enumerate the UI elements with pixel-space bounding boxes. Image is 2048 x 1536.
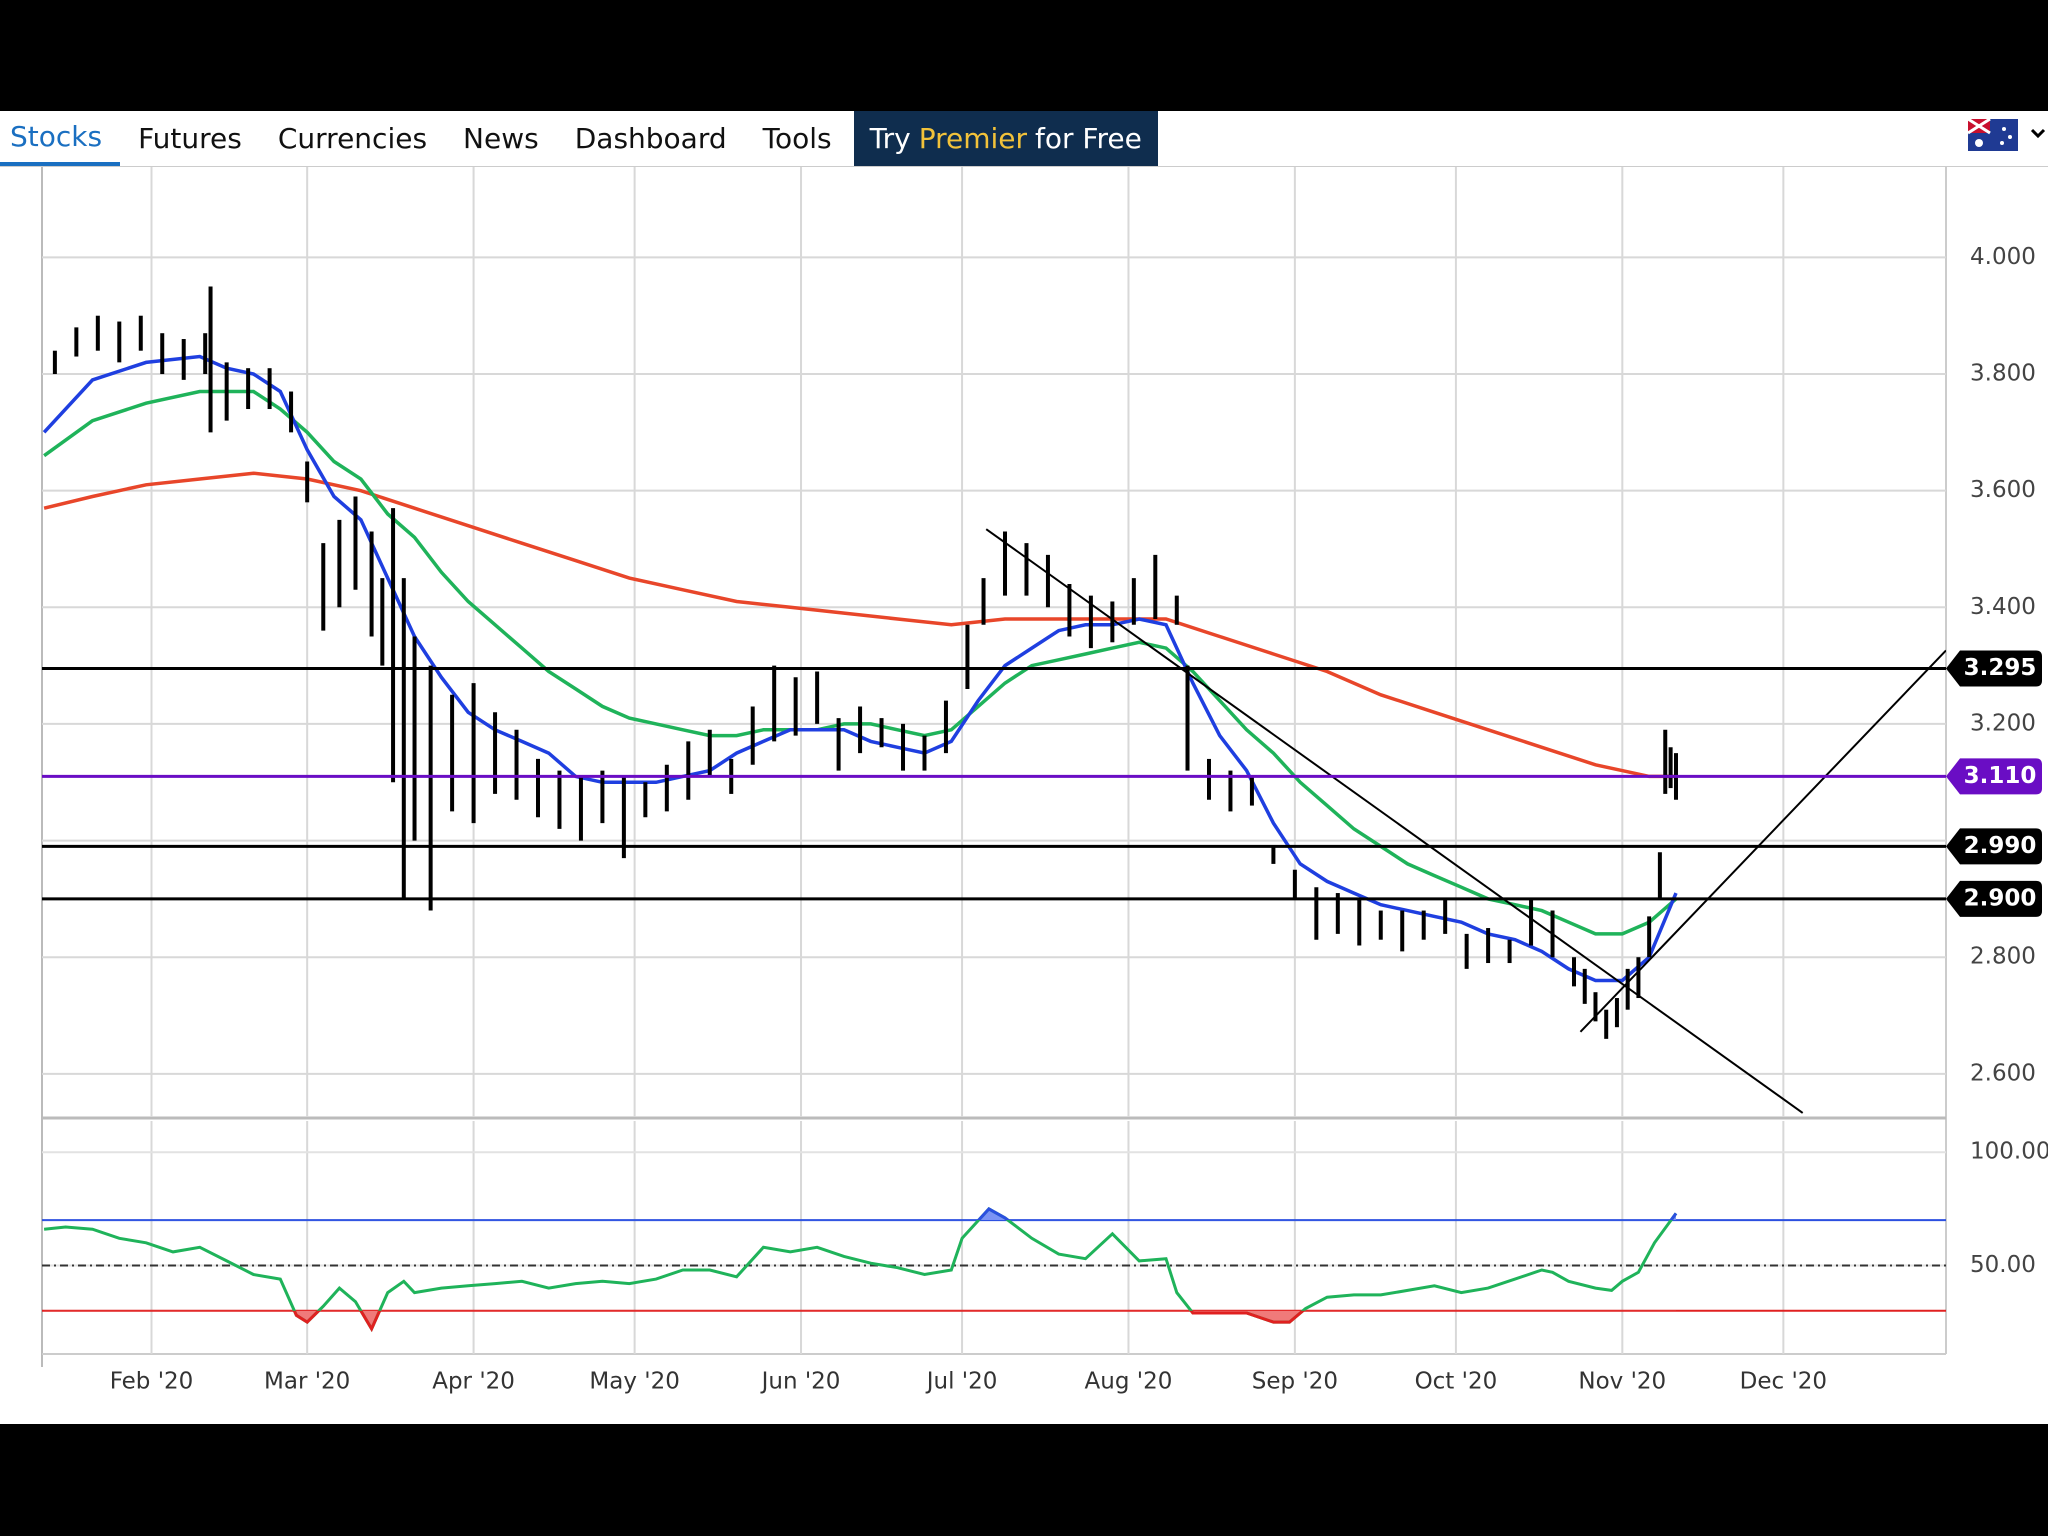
moving-average-line <box>43 471 1676 779</box>
nav-item[interactable]: News <box>463 122 539 155</box>
x-tick-label: Dec '20 <box>1740 1369 1827 1395</box>
x-tick-label: Apr '20 <box>432 1369 515 1395</box>
y-tick-label: 3.400 <box>1970 594 2036 620</box>
bottom-bar <box>0 1424 2048 1536</box>
y-tick-label: 3.800 <box>1970 361 2036 387</box>
x-tick-label: Aug '20 <box>1085 1369 1173 1395</box>
status-bar <box>0 0 2048 111</box>
y-tick-label: 100.00 <box>1970 1139 2048 1165</box>
trend-line <box>985 528 1804 1114</box>
y-tick-label: 3.600 <box>1970 477 2036 503</box>
price-level-tag <box>1946 880 2042 917</box>
trend-line <box>1579 649 1946 1033</box>
nav-bar: Stocks Futures Currencies News Dashboard Tool… <box>0 111 2048 167</box>
price-level-label: 2.990 <box>1964 833 2037 859</box>
plot-area <box>42 286 1946 1114</box>
price-level-tag <box>1946 650 2042 687</box>
flag-icon <box>1967 117 2012 147</box>
y-tick-label: 3.200 <box>1970 710 2036 736</box>
nav-item[interactable]: Tools <box>762 122 832 155</box>
y-tick-label: 50.00 <box>1970 1252 2036 1278</box>
region-flag[interactable] <box>1967 117 2018 151</box>
price-level-label: 3.110 <box>1964 763 2037 789</box>
chart: Feb '20 Mar '20 Apr '20 May '20 Jun '20 Jul '… <box>41 167 2048 1395</box>
x-tick-label: Sep '20 <box>1252 1369 1338 1395</box>
price-level-tag <box>1946 758 2042 795</box>
premier-text: Try <box>869 122 911 155</box>
x-tick-label: Nov '20 <box>1578 1369 1666 1395</box>
premier-text: for Free <box>1035 122 1142 155</box>
nav-item[interactable]: Dashboard <box>574 122 727 155</box>
y-tick-label: 2.600 <box>1970 1060 2036 1086</box>
x-tick-label: Jul '20 <box>925 1369 998 1395</box>
price-level-label: 2.900 <box>1964 885 2037 911</box>
x-tick-label: May '20 <box>589 1369 679 1395</box>
moving-average-line <box>43 389 1678 936</box>
price-level-tag <box>1946 828 2042 865</box>
moving-average-line <box>42 354 1678 983</box>
indicator-line <box>43 1207 1678 1333</box>
premier-button[interactable]: Try Premier for Free <box>853 111 1158 166</box>
nav-item[interactable]: Stocks <box>0 111 121 166</box>
nav-item[interactable]: Currencies <box>277 122 428 155</box>
premier-highlight: Premier <box>918 122 1028 155</box>
price-level-label: 3.295 <box>1964 655 2037 681</box>
y-tick-label: 4.000 <box>1970 244 2036 270</box>
y-tick-label: 2.800 <box>1970 944 2036 970</box>
x-tick-label: Jun '20 <box>760 1369 841 1395</box>
x-tick-label: Mar '20 <box>264 1369 350 1395</box>
x-tick-label: Oct '20 <box>1415 1369 1498 1395</box>
nav-item[interactable]: Futures <box>138 122 242 155</box>
dropdown-chevron[interactable] <box>2028 124 2048 144</box>
x-tick-label: Feb '20 <box>110 1369 194 1395</box>
